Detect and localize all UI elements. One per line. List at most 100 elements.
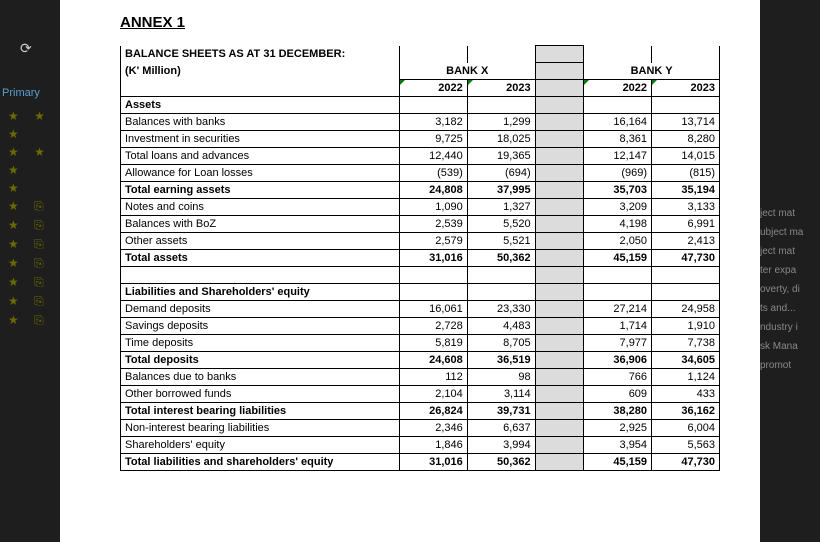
bg-text-snip: ject mat <box>760 208 820 219</box>
cell: 5,563 <box>652 437 720 454</box>
gap <box>535 233 584 250</box>
cell: 2,728 <box>399 318 467 335</box>
table-row: Total assets 31,016 50,362 45,159 47,730 <box>121 250 720 267</box>
cell: 6,004 <box>652 420 720 437</box>
gap <box>535 216 584 233</box>
cell: (694) <box>467 165 535 182</box>
bg-text-snip: ubject ma <box>760 227 820 238</box>
cell: 31,016 <box>399 454 467 471</box>
cell: 39,731 <box>467 403 535 420</box>
star-row: ★ <box>8 163 60 177</box>
row-label: Notes and coins <box>121 199 400 216</box>
cell: 12,440 <box>399 148 467 165</box>
star-row: ★ ⎘ <box>8 275 60 290</box>
cell: 16,164 <box>584 114 652 131</box>
row-label: Investment in securities <box>121 131 400 148</box>
year-header: 2023 <box>652 80 720 97</box>
table-row: Allowance for Loan losses (539) (694) (9… <box>121 165 720 182</box>
gap <box>535 250 584 267</box>
primary-label: Primary <box>2 87 60 99</box>
star-row: ★ ⎘ <box>8 294 60 309</box>
cell: 47,730 <box>652 454 720 471</box>
gap <box>535 335 584 352</box>
cell: 45,159 <box>584 454 652 471</box>
cell: 8,361 <box>584 131 652 148</box>
year-header: 2023 <box>467 80 535 97</box>
refresh-icon[interactable]: ⟳ <box>20 40 60 57</box>
table-row: Total liabilities and shareholders' equi… <box>121 454 720 471</box>
table-row: Other borrowed funds 2,104 3,114 609 433 <box>121 386 720 403</box>
gap <box>535 80 584 97</box>
gap <box>535 148 584 165</box>
row-label: Non-interest bearing liabilities <box>121 420 400 437</box>
cell: 3,954 <box>584 437 652 454</box>
document-page: ANNEX 1 BALANCE SHEETS AS AT 31 DECEMBER… <box>60 0 760 542</box>
table-row: Total earning assets 24,808 37,995 35,70… <box>121 182 720 199</box>
cell: 47,730 <box>652 250 720 267</box>
row-label: Total assets <box>121 250 400 267</box>
cell: 5,520 <box>467 216 535 233</box>
cell: 45,159 <box>584 250 652 267</box>
bg-text-snip: ts and... <box>760 303 820 314</box>
cell: 35,194 <box>652 182 720 199</box>
cell: 31,016 <box>399 250 467 267</box>
star-row: ★ ⎘ <box>8 313 60 328</box>
blank <box>652 46 720 63</box>
gap <box>535 420 584 437</box>
row-label: Savings deposits <box>121 318 400 335</box>
cell: 6,991 <box>652 216 720 233</box>
row-label: Time deposits <box>121 335 400 352</box>
row-label: Total interest bearing liabilities <box>121 403 400 420</box>
table-row: Notes and coins 1,090 1,327 3,209 3,133 <box>121 199 720 216</box>
table-row: Balances with banks 3,182 1,299 16,164 1… <box>121 114 720 131</box>
blank <box>121 80 400 97</box>
cell: 19,365 <box>467 148 535 165</box>
cell: 24,958 <box>652 301 720 318</box>
blank-row <box>121 267 720 284</box>
gap <box>535 63 584 80</box>
cell: 18,025 <box>467 131 535 148</box>
cell: 5,819 <box>399 335 467 352</box>
cell: (539) <box>399 165 467 182</box>
row-label: Other borrowed funds <box>121 386 400 403</box>
gap <box>535 352 584 369</box>
gap <box>535 369 584 386</box>
gap <box>535 301 584 318</box>
table-row: Other assets 2,579 5,521 2,050 2,413 <box>121 233 720 250</box>
gap <box>535 46 584 63</box>
cell: 2,925 <box>584 420 652 437</box>
cell: 4,483 <box>467 318 535 335</box>
gap <box>535 403 584 420</box>
table-row: Liabilities and Shareholders' equity <box>121 284 720 301</box>
row-label: Shareholders' equity <box>121 437 400 454</box>
table-row: Demand deposits 16,061 23,330 27,214 24,… <box>121 301 720 318</box>
cell: 8,705 <box>467 335 535 352</box>
cell: (815) <box>652 165 720 182</box>
bg-text-snip: ject mat <box>760 246 820 257</box>
cell: 37,995 <box>467 182 535 199</box>
unit-label: (K' Million) <box>121 63 400 80</box>
cell: 3,114 <box>467 386 535 403</box>
cell: 7,738 <box>652 335 720 352</box>
star-row: ★ ⎘ <box>8 199 60 214</box>
row-label: Balances due to banks <box>121 369 400 386</box>
gap <box>535 199 584 216</box>
table-row: Non-interest bearing liabilities 2,346 6… <box>121 420 720 437</box>
bg-text-snip: overty, di <box>760 284 820 295</box>
row-label: Total liabilities and shareholders' equi… <box>121 454 400 471</box>
star-row: ★ <box>8 181 60 195</box>
cell: 34,605 <box>652 352 720 369</box>
cell: 23,330 <box>467 301 535 318</box>
cell: 14,015 <box>652 148 720 165</box>
gap <box>535 386 584 403</box>
cell: 1,714 <box>584 318 652 335</box>
gap <box>535 182 584 199</box>
cell: 1,910 <box>652 318 720 335</box>
annex-title: ANNEX 1 <box>120 14 700 31</box>
star-row: ★ ★ <box>8 109 60 123</box>
table-row: Savings deposits 2,728 4,483 1,714 1,910 <box>121 318 720 335</box>
cell: 1,846 <box>399 437 467 454</box>
table-row: Assets <box>121 97 720 114</box>
gap <box>535 318 584 335</box>
cell: 35,703 <box>584 182 652 199</box>
